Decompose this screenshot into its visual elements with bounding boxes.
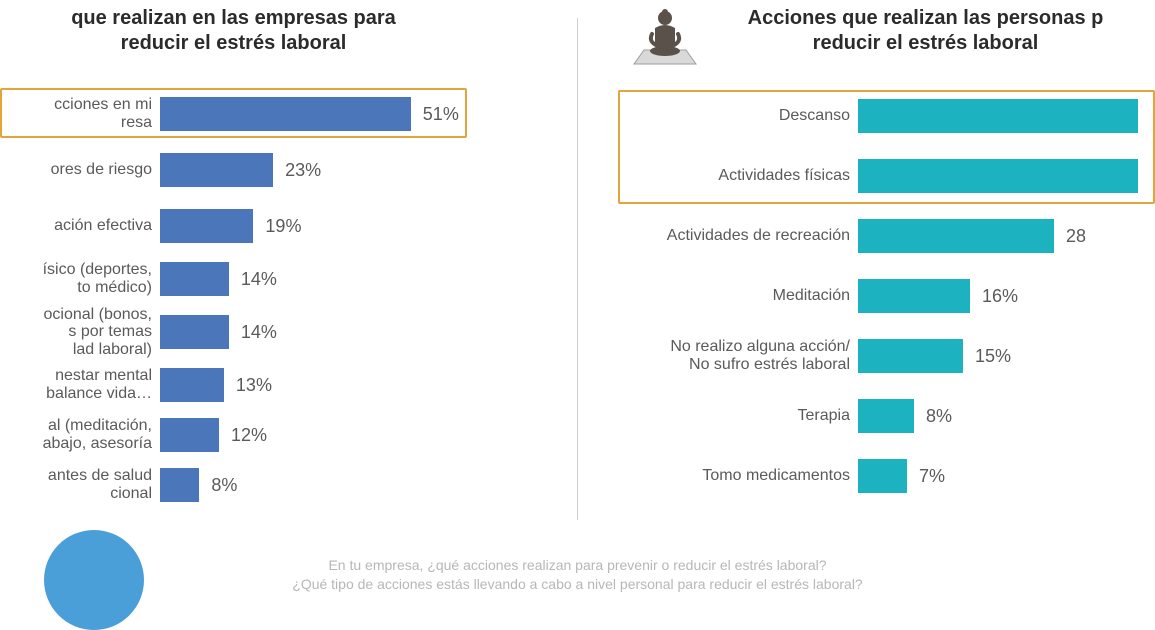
bar-value: 14% [241,269,277,290]
row-label: Terapia [578,407,858,425]
bar-area: 14% [160,262,577,296]
bar-area: 13% [160,368,577,402]
right-chart-panel: Acciones que realizan las personas p red… [578,0,1155,560]
row-label: ocional (bonos,s por temaslad laboral) [0,306,160,359]
bar-area: 51% [160,97,577,131]
chart-row: ísico (deportes,to médico) 14% [0,254,577,304]
bun-shape [662,9,668,15]
bar-area: 14% [160,315,577,349]
bar [858,279,970,313]
chart-row: ocional (bonos,s por temaslad laboral) 14… [0,304,577,360]
chart-row: nestar mentalbalance vida… 13% [0,360,577,410]
row-label: al (meditación,abajo, asesoría [0,417,160,452]
bar-area: 15% [858,339,1155,373]
bar [160,97,411,131]
panels: que realizan en las empresas para reduci… [0,0,1155,560]
bottom-blue-circle [44,530,144,630]
footer-questions: En tu empresa, ¿qué acciones realizan pa… [0,556,1155,594]
bar [858,339,963,373]
row-label: No realizo alguna acción/No sufro estrés… [578,338,858,373]
row-label: antes de saludcional [0,467,160,502]
bar-value: 15% [975,346,1011,367]
bar-area: 12% [160,418,577,452]
left-title-line2: reducir el estrés laboral [121,32,347,54]
bar-value: 8% [926,406,952,427]
row-label: Meditación [578,287,858,305]
bar-value: 28 [1066,226,1086,247]
chart-row: Terapia 8% [578,386,1155,446]
left-titlebar: que realizan en las empresas para reduci… [0,6,577,76]
bar [160,418,219,452]
bar-value: 12% [231,425,267,446]
chart-row: antes de saludcional 8% [0,460,577,510]
footer-q2: ¿Qué tipo de acciones estás llevando a c… [292,576,862,592]
bar-value: 14% [241,322,277,343]
chart-row: cciones en miresa 51% [0,86,577,142]
right-titlebar: Acciones que realizan las personas p red… [578,6,1155,76]
chart-row: Meditación 16% [578,266,1155,326]
chart-row: ación efectiva 19% [0,198,577,254]
chart-row: Actividades de recreación 28 [578,206,1155,266]
bar [858,459,907,493]
bar [160,315,229,349]
bar [160,468,199,502]
right-title-line2: reducir el estrés laboral [813,32,1039,54]
row-label: Actividades de recreación [578,227,858,245]
legs-shape [650,46,680,56]
chart-row: Descanso [578,86,1155,146]
chart-row: Actividades físicas [578,146,1155,206]
chart-row: Tomo medicamentos 7% [578,446,1155,506]
chart-row: ores de riesgo 23% [0,142,577,198]
bar [160,368,224,402]
bar-area: 7% [858,459,1155,493]
bar-value: 19% [265,216,301,237]
row-label: ísico (deportes,to médico) [0,261,160,296]
row-label: Descanso [578,107,858,125]
row-label: nestar mentalbalance vida… [0,367,160,402]
bar [858,99,1138,133]
bar-value: 8% [211,475,237,496]
right-chart-title: Acciones que realizan las personas p red… [718,6,1104,56]
left-title-line1: que realizan en las empresas para [71,7,396,29]
bar-area [858,99,1155,133]
bar-value: 13% [236,375,272,396]
row-label: Actividades físicas [578,167,858,185]
bar-value: 7% [919,466,945,487]
bar-area: 8% [160,468,577,502]
bar-area [858,159,1155,193]
chart-row: No realizo alguna acción/No sufro estrés… [578,326,1155,386]
meditation-icon [630,6,700,68]
bar [160,153,273,187]
right-chart-rows: Descanso Actividades físicas Actividades d… [578,86,1155,506]
bar-area: 28 [858,219,1155,253]
bar-area: 19% [160,209,577,243]
bar [858,219,1054,253]
bar [858,159,1138,193]
row-label: cciones en miresa [0,96,160,131]
bar-area: 16% [858,279,1155,313]
bar-value: 16% [982,286,1018,307]
bar-area: 23% [160,153,577,187]
bar-value: 23% [285,160,321,181]
left-chart-title: que realizan en las empresas para reduci… [71,6,506,56]
left-chart-panel: que realizan en las empresas para reduci… [0,0,577,560]
left-chart-rows: cciones en miresa 51% ores de riesgo 23% aci… [0,86,577,510]
bar-area: 8% [858,399,1155,433]
bar-value: 51% [423,104,459,125]
row-label: ación efectiva [0,217,160,235]
bar [160,209,253,243]
bar [858,399,914,433]
chart-row: al (meditación,abajo, asesoría 12% [0,410,577,460]
right-title-line1: Acciones que realizan las personas p [748,7,1104,29]
bar [160,262,229,296]
row-label: Tomo medicamentos [578,467,858,485]
row-label: ores de riesgo [0,161,160,179]
